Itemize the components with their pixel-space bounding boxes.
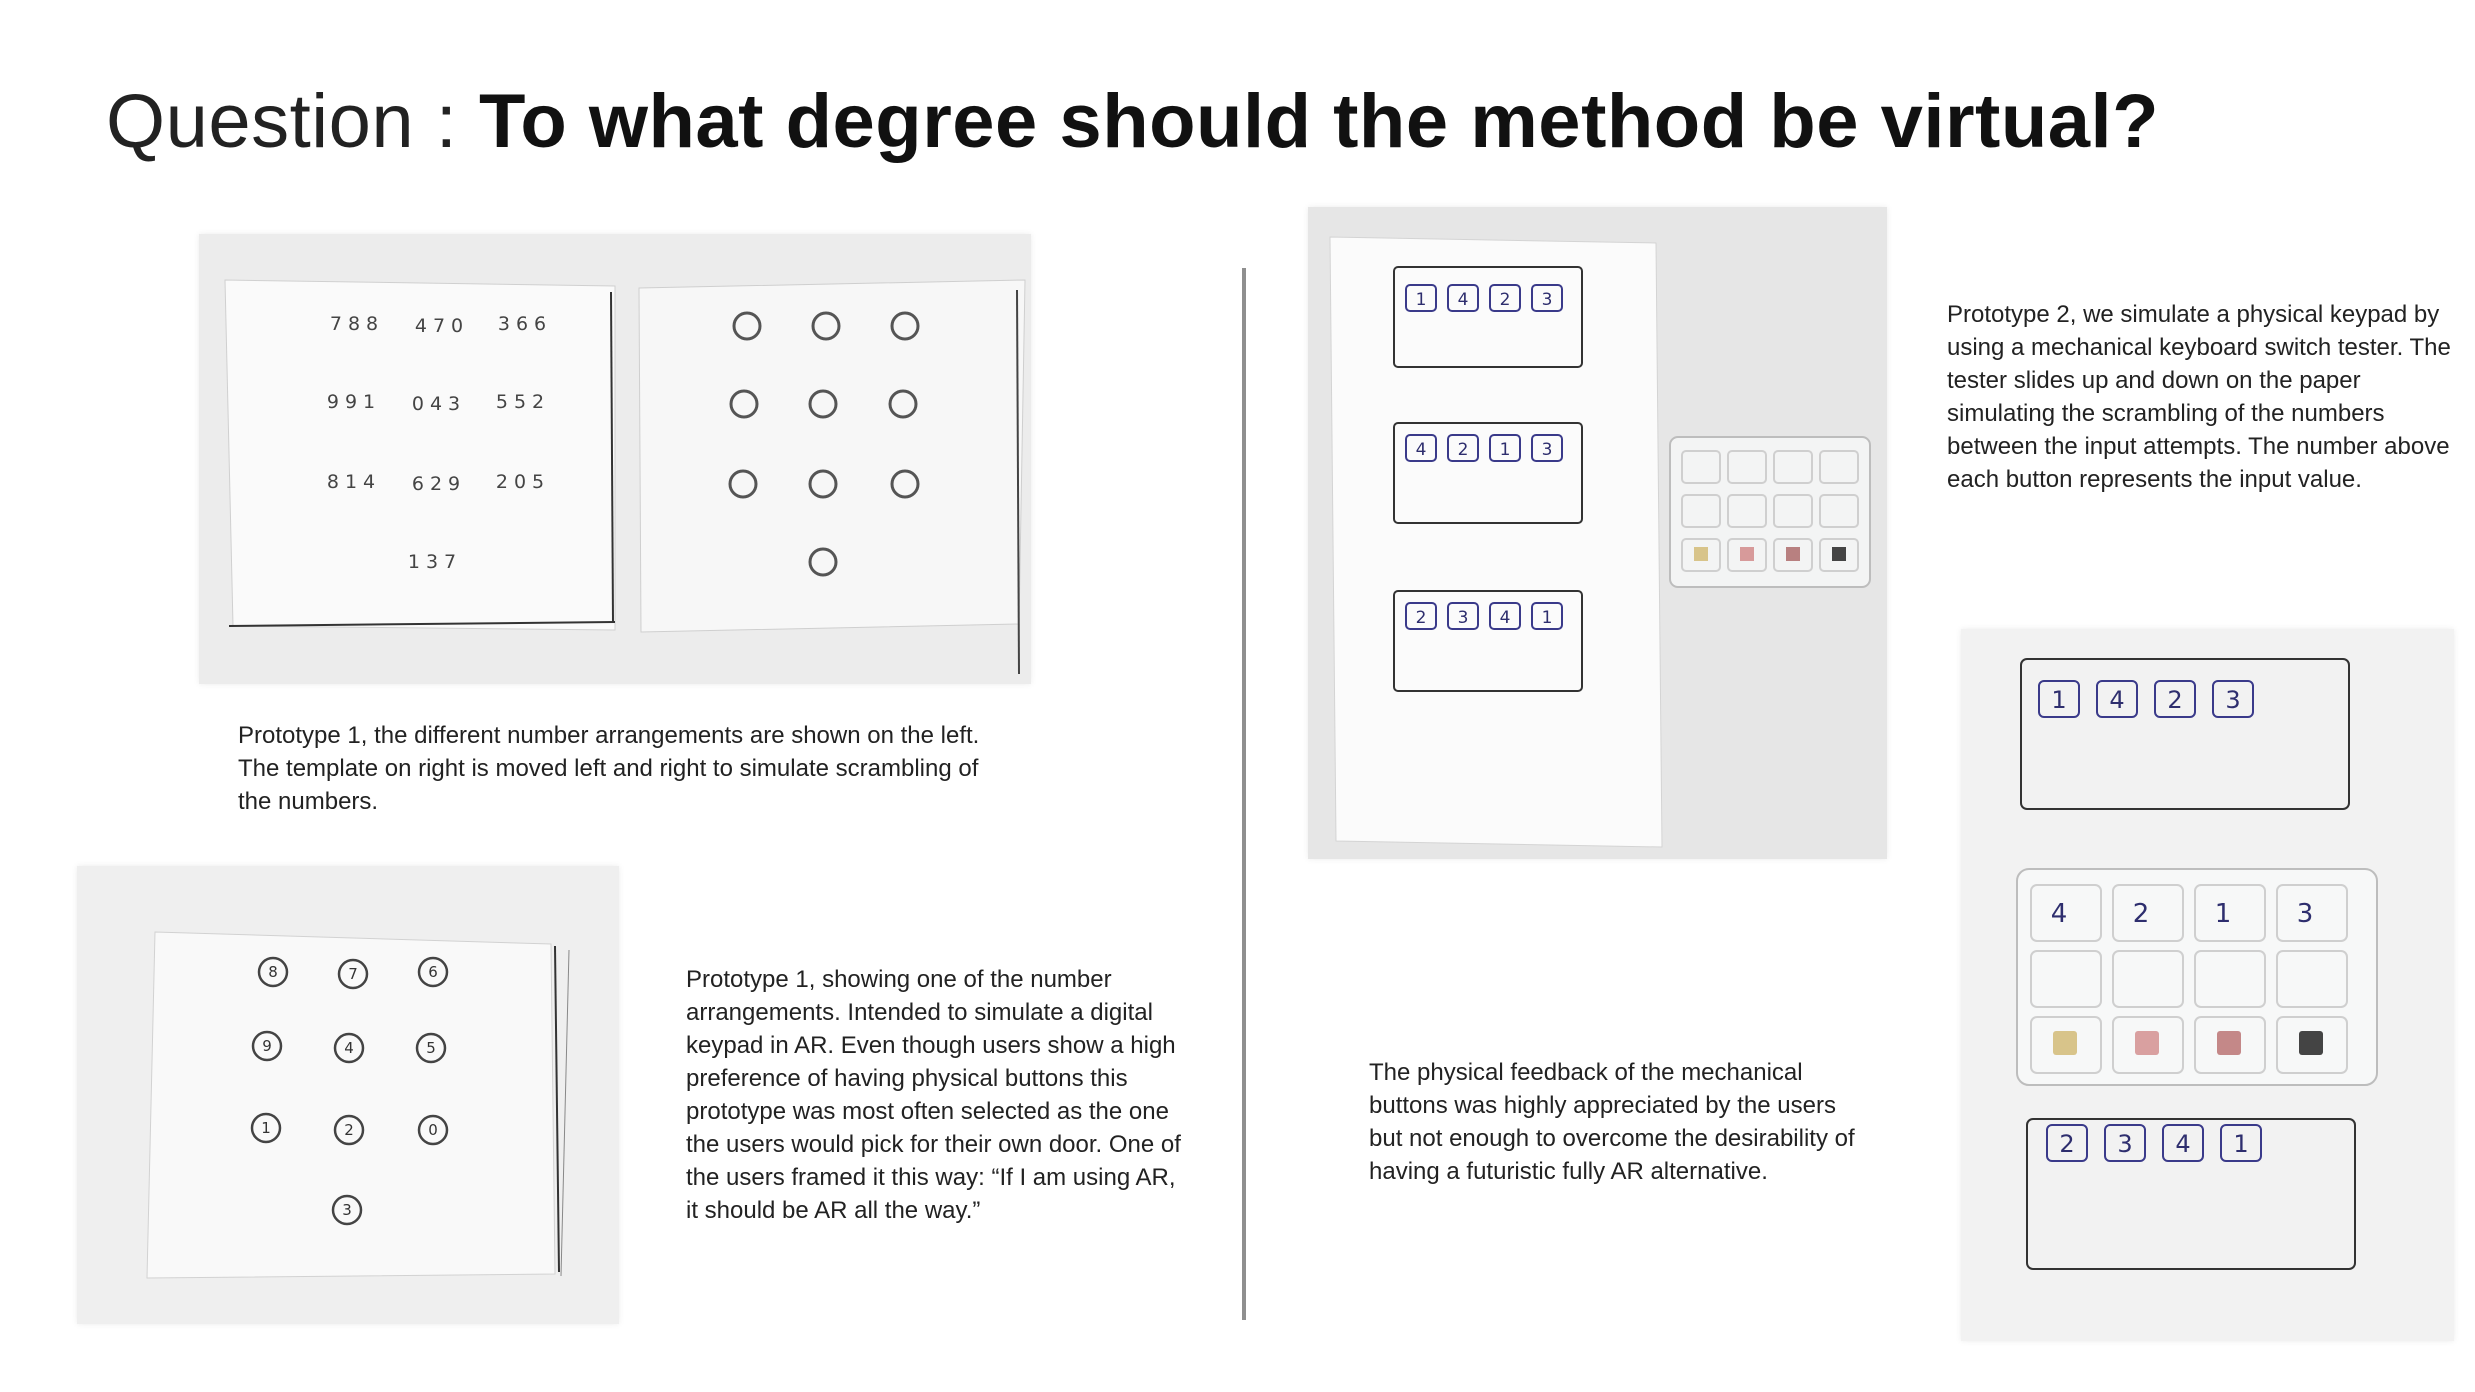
keypad-digit: 4 bbox=[344, 1039, 354, 1057]
caption-feedback: The physical feedback of the mechanical … bbox=[1369, 1059, 1855, 1185]
number-cell: 205 bbox=[496, 471, 550, 493]
number-cell: 814 bbox=[327, 471, 381, 493]
title-question: To what degree should the method be virt… bbox=[479, 79, 2160, 164]
number-cell: 552 bbox=[496, 391, 550, 413]
prototype1-template-photo: 788 470 366 991 043 552 814 629 205 137 bbox=[199, 234, 1031, 684]
sketch-digit: 2 bbox=[2133, 899, 2150, 929]
prototype1-ar-drawing: 8 7 6 9 4 5 1 2 0 3 bbox=[77, 866, 619, 1324]
caption-prototype1-template: Prototype 1, the different number arrang… bbox=[238, 722, 980, 815]
number-cell: 629 bbox=[412, 473, 466, 495]
sketch-digit: 2 bbox=[2167, 686, 2182, 714]
caption-prototype1-ar: Prototype 1, showing one of the number a… bbox=[686, 966, 1181, 1224]
prototype1-template-drawing: 788 470 366 991 043 552 814 629 205 137 bbox=[199, 234, 1031, 684]
sketch-digit: 1 bbox=[2051, 686, 2066, 714]
sketch-digit: 2 bbox=[1500, 290, 1511, 310]
sketch-digit: 4 bbox=[1458, 290, 1469, 310]
title-lead: Question : bbox=[106, 79, 480, 164]
slide-title: Question : To what degree should the met… bbox=[106, 72, 2159, 172]
sketch-digit: 3 bbox=[1458, 608, 1469, 628]
caption-prototype2: Prototype 2, we simulate a physical keyp… bbox=[1947, 301, 2451, 493]
keypad-digit: 6 bbox=[428, 963, 438, 981]
prototype2-overview-drawing: 1 4 2 3 4 2 1 3 2 3 4 1 bbox=[1308, 207, 1887, 859]
keypad-digit: 7 bbox=[348, 965, 358, 983]
number-cell: 788 bbox=[330, 313, 384, 335]
sketch-digit: 3 bbox=[2297, 899, 2314, 929]
sketch-digit: 3 bbox=[2117, 1130, 2132, 1158]
keypad-digit: 2 bbox=[344, 1121, 354, 1139]
prototype2-overview-photo: 1 4 2 3 4 2 1 3 2 3 4 1 bbox=[1308, 207, 1887, 859]
sketch-digit: 1 bbox=[1542, 608, 1553, 628]
sketch-digit: 2 bbox=[2059, 1130, 2074, 1158]
number-cell: 470 bbox=[415, 315, 469, 337]
sketch-digit: 4 bbox=[1416, 440, 1427, 460]
prototype1-ar-photo: 8 7 6 9 4 5 1 2 0 3 bbox=[77, 866, 619, 1324]
sketch-digit: 1 bbox=[1416, 290, 1427, 310]
keypad-digit: 8 bbox=[268, 963, 278, 981]
sketch-digit: 2 bbox=[1416, 608, 1427, 628]
keypad-digit: 3 bbox=[342, 1201, 352, 1219]
sketch-digit: 4 bbox=[2051, 899, 2068, 929]
number-cell: 043 bbox=[412, 393, 466, 415]
number-cell: 366 bbox=[498, 313, 552, 335]
sketch-digit: 3 bbox=[1542, 440, 1553, 460]
number-cell: 991 bbox=[327, 391, 381, 413]
prototype2-closeup-photo: 1 4 2 3 2 3 4 1 4 2 1 3 bbox=[1961, 629, 2454, 1341]
sketch-digit: 4 bbox=[2175, 1130, 2190, 1158]
keypad-digit: 9 bbox=[262, 1037, 272, 1055]
prototype2-closeup-drawing: 1 4 2 3 2 3 4 1 4 2 1 3 bbox=[1961, 629, 2454, 1341]
sketch-digit: 3 bbox=[1542, 290, 1553, 310]
keypad-digit: 1 bbox=[261, 1119, 271, 1137]
sketch-digit: 4 bbox=[1500, 608, 1511, 628]
sketch-digit: 2 bbox=[1458, 440, 1469, 460]
sketch-digit: 4 bbox=[2109, 686, 2124, 714]
sketch-digit: 1 bbox=[2215, 899, 2232, 929]
sketch-digit: 1 bbox=[1500, 440, 1511, 460]
column-divider bbox=[1242, 268, 1246, 1320]
keypad-digit: 0 bbox=[428, 1121, 438, 1139]
keypad-digit: 5 bbox=[426, 1039, 436, 1057]
number-cell: 137 bbox=[408, 551, 462, 573]
sketch-digit: 3 bbox=[2225, 686, 2240, 714]
sketch-digit: 1 bbox=[2233, 1130, 2248, 1158]
